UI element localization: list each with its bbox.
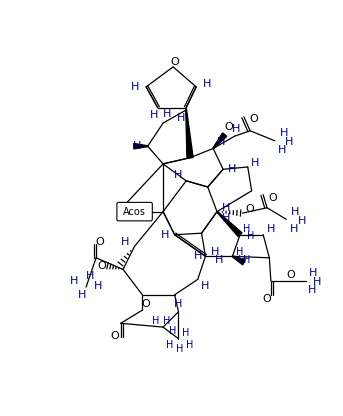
Polygon shape [232,256,245,265]
Text: O: O [170,57,179,67]
Text: H: H [177,114,186,124]
Text: H: H [222,213,230,223]
Text: H: H [291,207,300,217]
Text: H: H [211,248,219,258]
Text: O: O [142,299,151,309]
Text: H: H [152,316,159,326]
Text: H: H [176,344,184,354]
Text: H: H [201,280,210,290]
Text: H: H [308,285,316,295]
Text: H: H [243,255,250,265]
Polygon shape [186,110,193,158]
Text: H: H [297,216,306,226]
Text: H: H [309,268,317,278]
Text: H: H [222,203,230,213]
Text: H: H [150,110,158,120]
Text: O: O [263,294,271,304]
Text: O: O [269,193,277,203]
Text: H: H [267,224,275,234]
Text: H: H [228,164,237,174]
Text: H: H [237,255,246,265]
Text: H: H [278,145,287,155]
Text: H: H [131,82,140,92]
Text: O: O [286,270,295,280]
Text: O: O [97,260,106,270]
Text: H: H [284,137,293,147]
FancyBboxPatch shape [117,202,152,221]
Text: H: H [232,124,240,134]
Text: H: H [174,299,183,309]
Polygon shape [134,144,148,149]
Text: H: H [133,141,141,151]
Polygon shape [213,133,227,149]
Text: H: H [163,109,171,119]
Text: H: H [86,271,94,281]
Text: Acos: Acos [123,207,146,217]
Text: H: H [247,231,255,241]
Text: H: H [186,340,193,350]
Text: H: H [215,255,224,265]
Text: O: O [110,332,119,342]
Text: H: H [163,316,170,326]
Text: H: H [78,290,86,300]
Text: H: H [70,276,79,286]
Text: H: H [193,251,202,261]
Text: H: H [93,280,102,290]
Text: H: H [166,340,173,350]
Text: O: O [96,238,104,248]
Text: H: H [280,128,288,138]
Text: H: H [161,230,169,240]
Text: H: H [182,327,190,337]
Text: H: H [169,326,176,336]
Text: H: H [290,223,298,233]
Text: H: H [121,238,130,248]
Text: H: H [313,277,321,287]
Text: H: H [217,137,225,147]
Polygon shape [217,211,242,237]
Text: H: H [174,170,183,180]
Text: H: H [203,79,211,89]
Text: H: H [236,248,244,258]
Text: O: O [246,204,255,214]
Text: O: O [224,122,233,132]
Text: O: O [250,114,258,124]
Text: H: H [251,158,260,168]
Text: H: H [243,224,250,234]
